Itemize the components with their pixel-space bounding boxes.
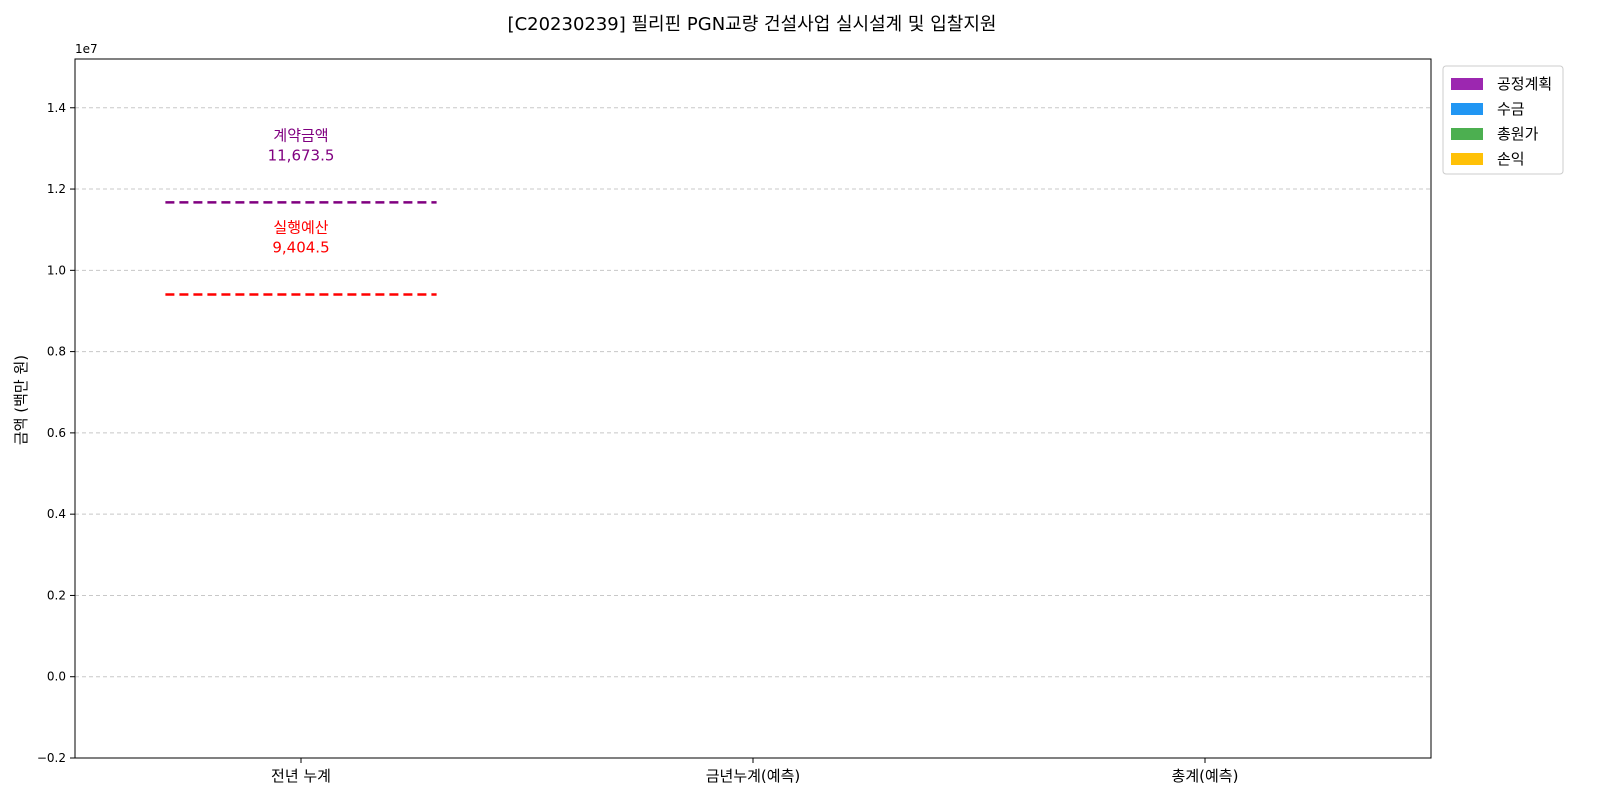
legend-label: 손익 (1497, 150, 1525, 168)
y-tick-label: 1.2 (47, 182, 66, 196)
reference-lines: 계약금액 11,673.5 실행예산 9,404.5 (165, 126, 437, 296)
x-tick-label: 금년누계(예측) (706, 767, 801, 785)
legend-label: 공정계획 (1497, 75, 1552, 93)
x-tick-label: 전년 누계 (271, 767, 331, 785)
y-axis-label: 금액 (백만 원) (12, 355, 30, 445)
y-tick-label: 0.0 (47, 670, 66, 684)
y-axis-offset-label: 1e7 (75, 42, 98, 56)
legend-label: 총원가 (1497, 125, 1539, 143)
y-tick-label: −0.2 (37, 751, 66, 765)
reference-line-value: 9,404.5 (272, 239, 329, 257)
y-tick-label: 0.4 (47, 507, 66, 521)
reference-line-label: 실행예산 (273, 219, 328, 237)
legend-box (1442, 65, 1564, 175)
legend-swatch (1451, 153, 1483, 165)
reference-line-label: 계약금액 (273, 126, 328, 144)
y-tick-label: 0.6 (47, 426, 66, 440)
y-axis-ticks: −0.2 0.0 0.2 0.4 0.6 0.8 1.0 1.2 1.4 (37, 101, 75, 765)
plot-area-frame (74, 58, 1432, 759)
reference-line-value: 11,673.5 (268, 146, 335, 164)
grid-lines (75, 107, 1431, 759)
legend-swatch (1451, 128, 1483, 140)
y-tick-label: 1.4 (47, 101, 66, 115)
y-tick-label: 0.8 (47, 345, 66, 359)
legend-swatch (1451, 78, 1483, 90)
y-tick-label: 1.0 (47, 263, 66, 277)
legend-swatch (1451, 103, 1483, 115)
y-tick-label: 0.2 (47, 588, 66, 602)
chart-title: [C20230239] 필리핀 PGN교량 건설사업 실시설계 및 입찰지원 (508, 14, 997, 35)
x-axis-categories: 전년 누계 금년누계(예측) 총계(예측) (271, 758, 1238, 785)
x-tick-label: 총계(예측) (1172, 767, 1239, 785)
legend-label: 수금 (1497, 100, 1525, 118)
